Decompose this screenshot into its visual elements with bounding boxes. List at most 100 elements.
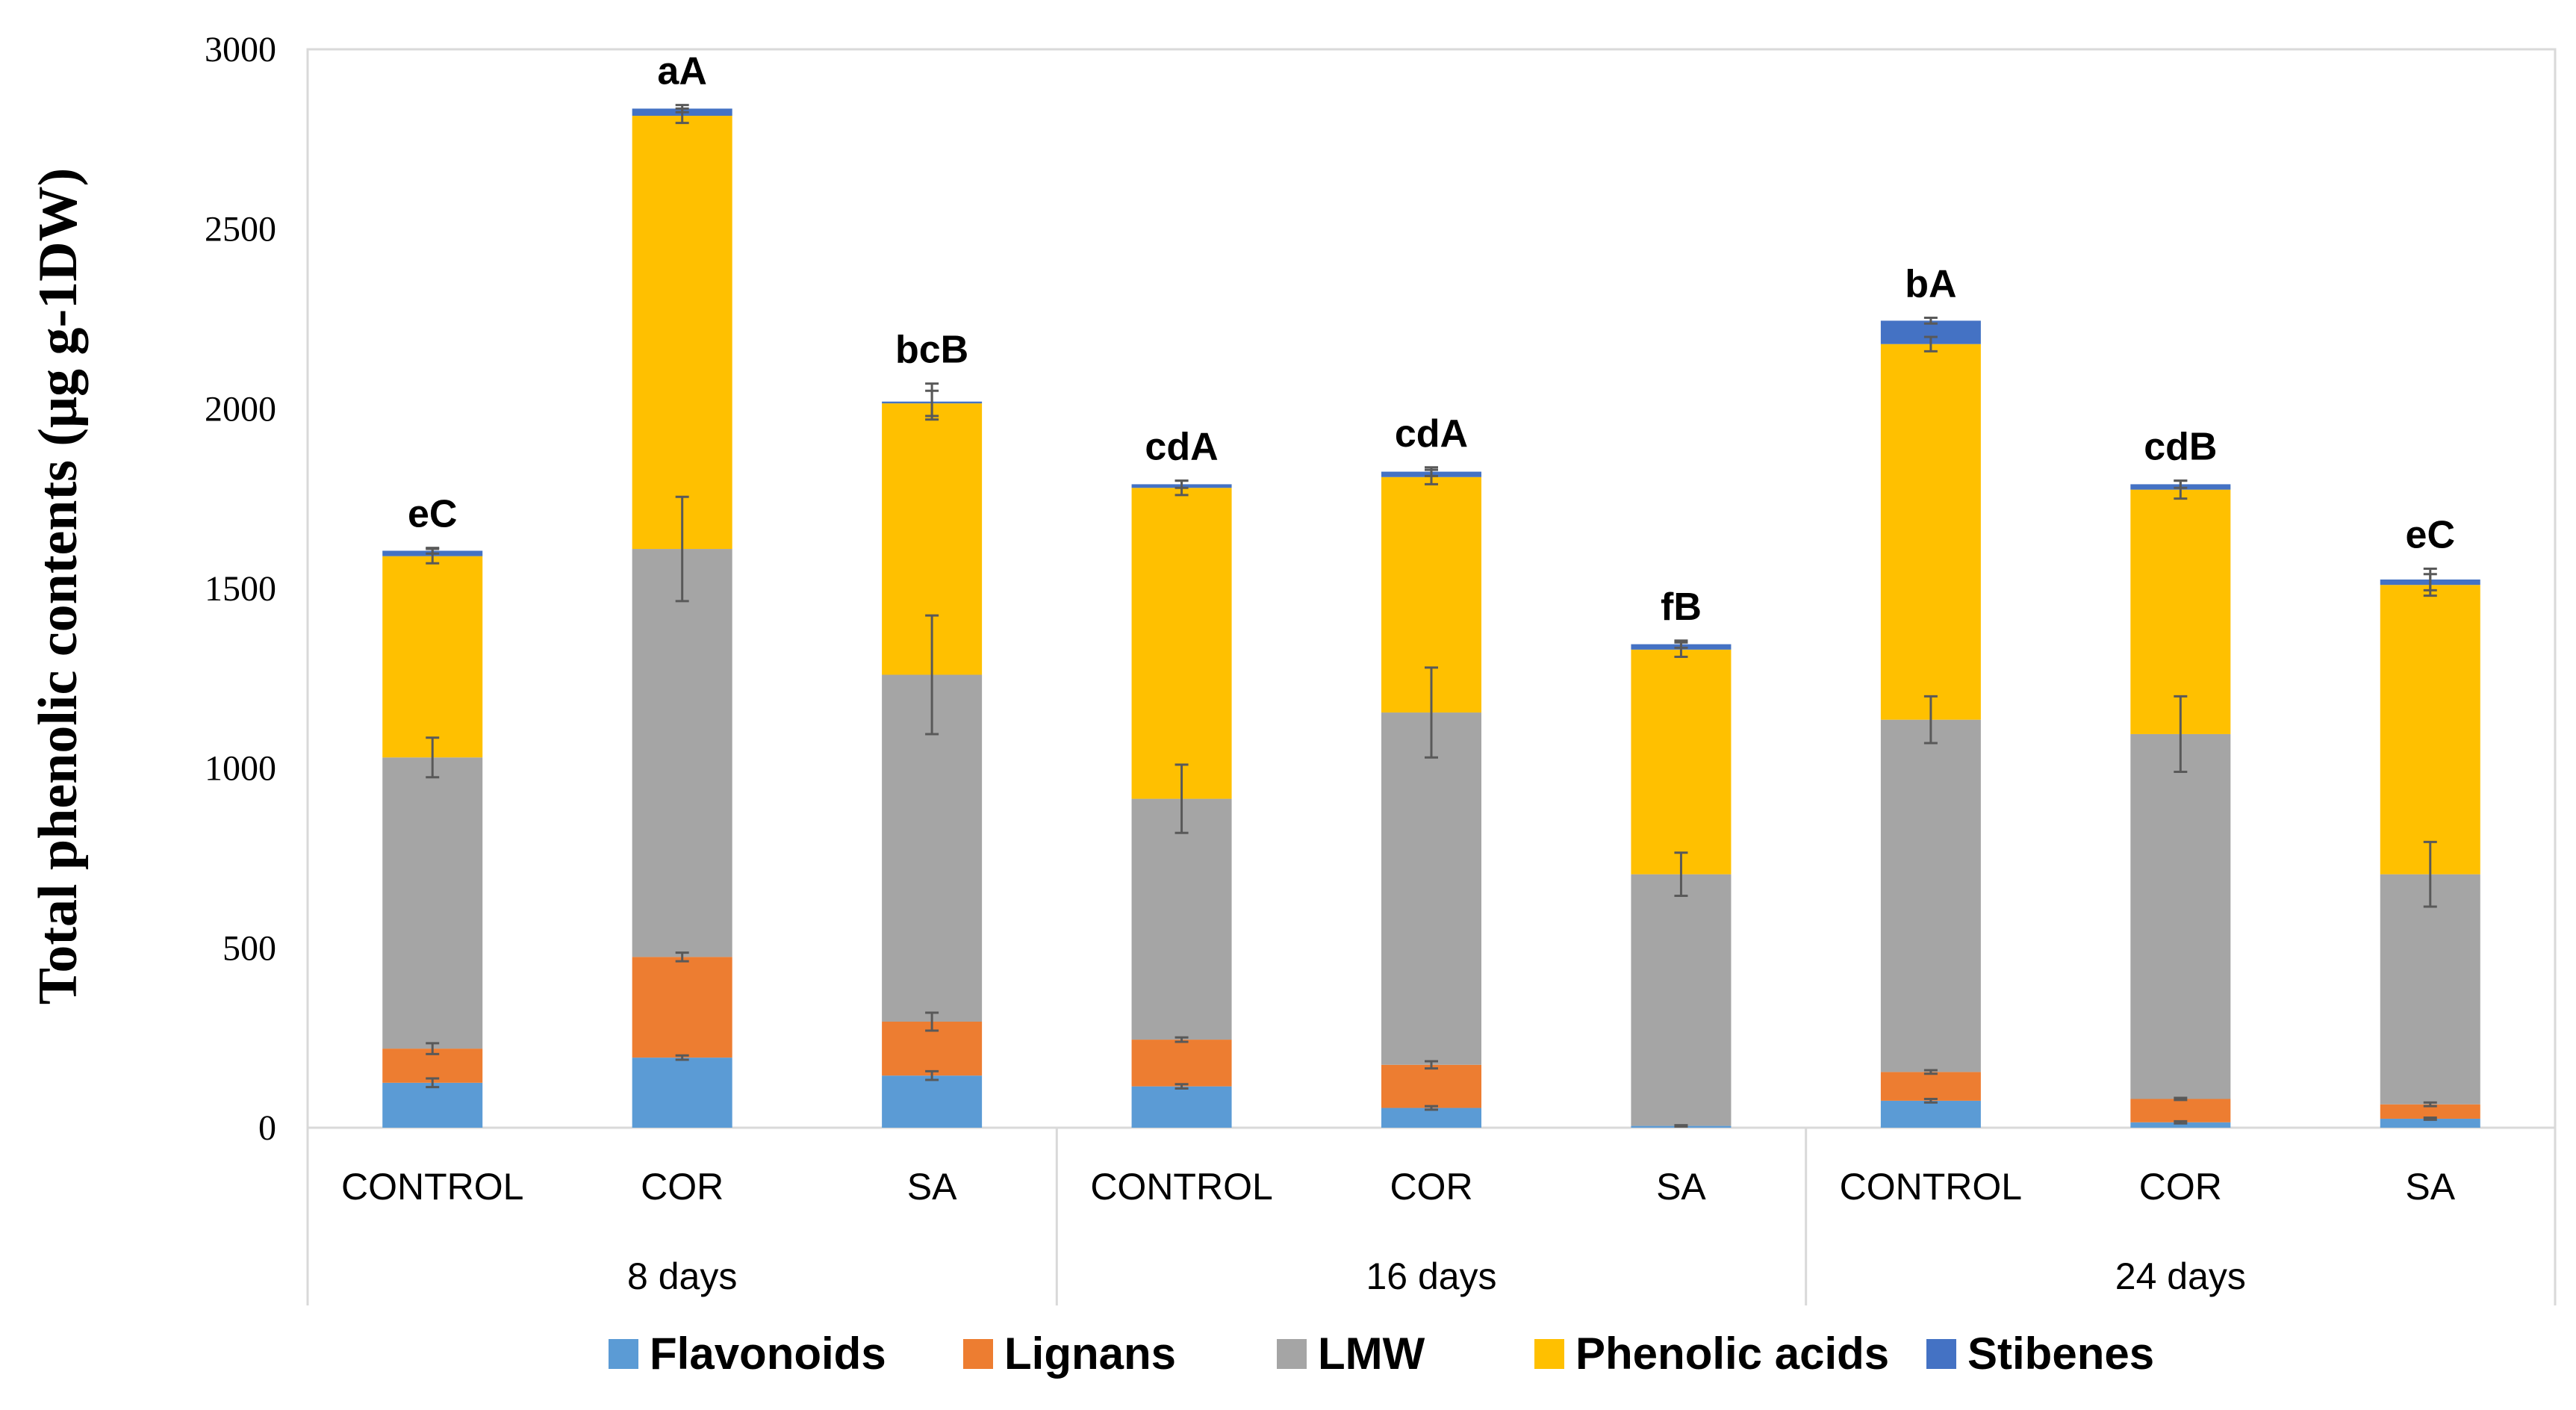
legend-swatch — [609, 1339, 638, 1369]
bar-segment-lignans — [632, 957, 732, 1058]
y-tick-label: 500 — [223, 928, 276, 968]
bar-segment-flavonoids — [2130, 1122, 2231, 1128]
x-group-label: 8 days — [627, 1255, 737, 1297]
x-tick-label: CONTROL — [1090, 1166, 1272, 1208]
bar-segment-lignans — [1131, 1040, 1232, 1087]
error-bar — [1923, 695, 1938, 745]
legend-swatch — [1534, 1339, 1564, 1369]
bar-annotation: cdA — [1395, 412, 1468, 456]
bar-annotation: cdB — [2144, 426, 2217, 469]
bar-segment-flavonoids — [1131, 1086, 1232, 1128]
error-bar — [1674, 851, 1688, 898]
legend-label: Flavonoids — [650, 1329, 886, 1379]
y-tick-label: 2000 — [205, 389, 276, 429]
bar-segment-phenolic-acids — [2380, 585, 2480, 875]
error-bar — [925, 614, 939, 736]
error-bar — [1923, 1069, 1938, 1075]
bar-segment-flavonoids — [632, 1058, 732, 1128]
bar-segment-phenolic-acids — [2130, 489, 2231, 734]
x-tick-label: SA — [907, 1166, 957, 1208]
error-bar — [2423, 1116, 2437, 1121]
x-axis: CONTROL COR SA CONTROL COR SA CONTROL COR SA 8 da… — [306, 1128, 2557, 1305]
legend-label: Phenolic acids — [1575, 1329, 1889, 1379]
error-bar — [2174, 479, 2188, 489]
bar-segment-lmw — [382, 757, 483, 1049]
error-bar — [925, 1011, 939, 1032]
legend-swatch — [1926, 1339, 1956, 1369]
y-tick-label: 2500 — [205, 210, 276, 249]
bar-segment-lmw — [632, 549, 732, 957]
bar-annotations: eC aA bcB cdA cdA fB bA cdB eC — [408, 50, 2455, 629]
bar-segment-lmw — [2130, 733, 2231, 1099]
error-bar — [675, 104, 689, 114]
bar-segment-lignans — [1880, 1072, 1981, 1101]
error-bar — [1425, 466, 1438, 477]
error-bar — [925, 382, 939, 421]
legend-label: LMW — [1318, 1329, 1425, 1379]
error-bar — [1923, 1097, 1938, 1104]
y-axis: 0 500 1000 1500 2000 2500 3000 — [205, 30, 276, 1148]
error-bar — [1175, 479, 1189, 489]
error-bar — [426, 1077, 440, 1089]
y-tick-label: 1500 — [205, 569, 276, 609]
legend-item-phenolic-acids: Phenolic acids — [1534, 1329, 1889, 1379]
error-bar — [1674, 639, 1688, 649]
bar-annotation: fB — [1661, 586, 1702, 629]
bar-segment-phenolic-acids — [1880, 344, 1981, 720]
bars — [382, 108, 2480, 1128]
bar-segment-flavonoids — [2380, 1118, 2480, 1128]
legend-item-flavonoids: Flavonoids — [609, 1329, 886, 1379]
error-bar — [1425, 1060, 1438, 1070]
legend-swatch — [963, 1339, 993, 1369]
bar-annotation: eC — [408, 493, 457, 536]
bar-annotation: aA — [657, 50, 706, 93]
error-bar — [1923, 335, 1938, 352]
bar-segment-phenolic-acids — [1631, 649, 1732, 875]
x-tick-label: COR — [1390, 1166, 1472, 1208]
bar-segment-lmw — [2380, 874, 2480, 1105]
error-bar — [1425, 1105, 1438, 1111]
bar-segment-phenolic-acids — [632, 116, 732, 550]
bar-segment-lignans — [2130, 1099, 2231, 1122]
bar-segment-lmw — [1131, 798, 1232, 1040]
error-bar — [1923, 317, 1938, 325]
x-tick-label: SA — [2405, 1166, 2455, 1208]
x-group-label: 16 days — [1366, 1255, 1496, 1297]
bar-annotation: cdA — [1145, 426, 1218, 469]
error-bar — [2174, 1096, 2188, 1102]
y-tick-label: 0 — [258, 1108, 276, 1148]
legend-item-stibenes: Stibenes — [1926, 1329, 2154, 1379]
error-bar — [2423, 568, 2437, 591]
x-group-label: 24 days — [2115, 1255, 2246, 1297]
error-bar — [1425, 666, 1438, 759]
error-bar — [675, 495, 689, 603]
error-bar — [2174, 695, 2188, 773]
error-bar — [2423, 1101, 2437, 1108]
bar-segment-phenolic-acids — [382, 556, 483, 758]
x-tick-label: COR — [641, 1166, 724, 1208]
y-tick-label: 3000 — [205, 30, 276, 69]
x-tick-label: COR — [2139, 1166, 2222, 1208]
error-bar — [2174, 1119, 2188, 1125]
x-tick-label: SA — [1656, 1166, 1706, 1208]
bar-segment-phenolic-acids — [1131, 488, 1232, 799]
error-bar — [675, 951, 689, 963]
bar-segment-flavonoids — [1880, 1100, 1981, 1128]
legend-item-lmw: LMW — [1277, 1329, 1425, 1379]
bar-annotation: bA — [1905, 263, 1956, 306]
legend-label: Stibenes — [1967, 1329, 2154, 1379]
error-bar — [426, 736, 440, 779]
error-bars — [426, 104, 2437, 1128]
legend-swatch — [1277, 1339, 1307, 1369]
bar-segment-lignans — [1381, 1064, 1481, 1108]
legend-item-lignans: Lignans — [963, 1329, 1176, 1379]
error-bar — [1674, 1124, 1688, 1128]
legend: Flavonoids Lignans LMW Phenolic acids Stiben… — [609, 1329, 2154, 1379]
error-bar — [1175, 1036, 1189, 1043]
bar-segment-lmw — [1631, 874, 1732, 1126]
bar-segment-flavonoids — [882, 1075, 983, 1128]
y-axis-title: Total phenolic contents (μg g-1DW) — [28, 168, 89, 1004]
bar-annotation: eC — [2406, 514, 2455, 557]
x-tick-label: CONTROL — [1840, 1166, 2022, 1208]
